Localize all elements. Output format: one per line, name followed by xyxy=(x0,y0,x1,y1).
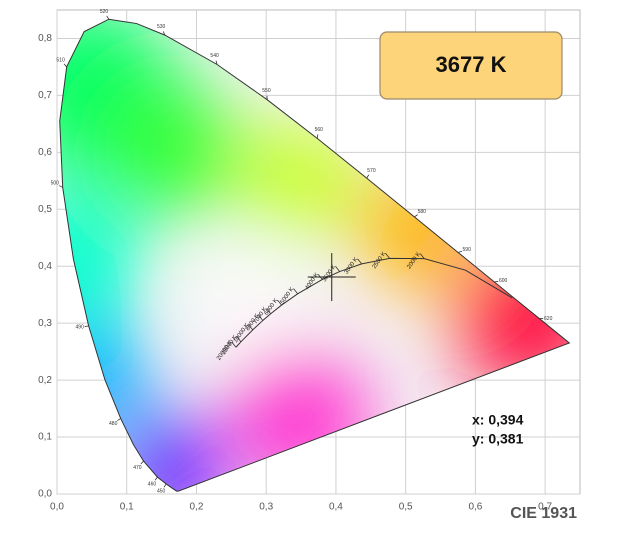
cct-tick xyxy=(248,324,254,331)
spectral-locus xyxy=(59,18,571,492)
cct-tick xyxy=(231,342,237,348)
cct-tick xyxy=(335,266,340,272)
wavelength-tick xyxy=(163,483,167,488)
x-tick-label: 0,2 xyxy=(190,502,204,513)
x-tick-label: 0,1 xyxy=(120,502,134,513)
y-tick-label: 0,4 xyxy=(38,261,52,272)
cct-tick xyxy=(236,336,242,343)
wavelength-tick xyxy=(316,134,319,139)
wavelength-tick xyxy=(58,185,63,188)
cct-tick xyxy=(277,299,282,306)
cct-tick xyxy=(293,288,298,295)
x-tick-label: 0,5 xyxy=(399,502,413,513)
y-coordinate: y: 0,381 xyxy=(472,431,524,447)
wavelength-tick xyxy=(414,214,418,218)
wavelength-tick xyxy=(63,63,67,68)
wavelength-tick xyxy=(154,476,158,481)
cct-label: 3677 K xyxy=(436,52,507,77)
wavelength-label: 620 xyxy=(544,316,553,322)
x-coordinate: x: 0,394 xyxy=(472,412,524,428)
x-tick-label: 0,4 xyxy=(329,502,343,513)
cct-tick xyxy=(266,308,271,314)
y-tick-label: 0,5 xyxy=(38,204,52,215)
wavelength-tick xyxy=(457,250,463,253)
wavelength-tick xyxy=(140,460,144,465)
cct-tick xyxy=(419,253,425,259)
wavelength-label: 590 xyxy=(463,247,472,253)
y-tick-label: 0,2 xyxy=(38,375,52,386)
wavelength-label: 560 xyxy=(315,127,324,133)
wavelength-label: 540 xyxy=(210,53,219,59)
wavelength-label: 510 xyxy=(56,58,65,64)
wavelength-tick xyxy=(162,31,166,36)
y-tick-label: 0,0 xyxy=(38,489,52,500)
planckian-locus xyxy=(235,257,513,348)
x-tick-label: 0,3 xyxy=(259,502,273,513)
wavelength-label: 530 xyxy=(157,24,166,30)
wavelength-label: 550 xyxy=(262,88,271,94)
y-tick-label: 0,3 xyxy=(38,318,52,329)
chart-title: CIE 1931 xyxy=(510,505,577,522)
cct-tick xyxy=(258,315,264,321)
wavelength-label: 460 xyxy=(148,482,157,488)
x-tick-label: 0,0 xyxy=(50,502,64,513)
wavelength-tick xyxy=(106,15,110,20)
y-tick-label: 0,1 xyxy=(38,432,52,443)
wavelength-label: 570 xyxy=(367,168,376,174)
wavelength-label: 600 xyxy=(499,278,508,284)
cct-tick xyxy=(385,253,390,259)
wavelength-label: 580 xyxy=(418,209,427,215)
cct-tick xyxy=(357,258,362,265)
wavelength-label: 520 xyxy=(100,9,109,15)
wavelength-label: 500 xyxy=(51,181,60,187)
wavelength-label: 480 xyxy=(109,421,118,427)
wavelength-tick xyxy=(117,418,121,422)
x-tick-label: 0,6 xyxy=(468,502,482,513)
y-tick-label: 0,6 xyxy=(38,147,52,158)
wavelength-label: 470 xyxy=(133,465,142,471)
y-tick-label: 0,7 xyxy=(38,90,52,101)
wavelength-label: 490 xyxy=(76,324,85,330)
wavelength-label: 450 xyxy=(157,489,166,495)
wavelength-tick xyxy=(366,174,370,179)
wavelength-tick xyxy=(215,60,218,65)
cct-box xyxy=(379,31,563,100)
y-tick-label: 0,8 xyxy=(38,33,52,44)
x-tick-label: 0,7 xyxy=(538,502,552,513)
